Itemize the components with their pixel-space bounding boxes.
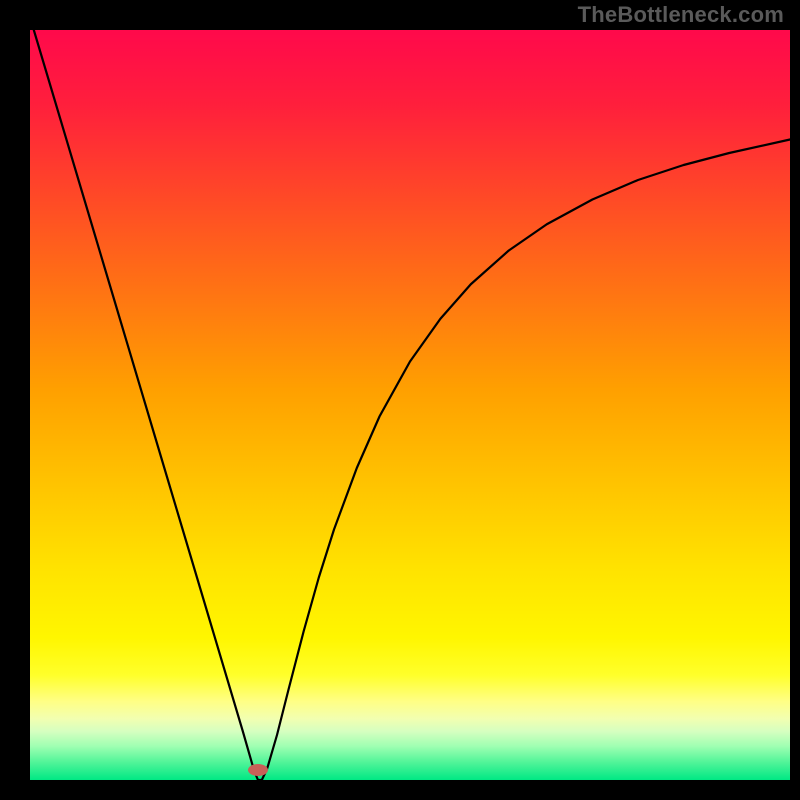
bottleneck-curve [34,30,790,780]
bottleneck-curve-plot [0,0,800,800]
chart-frame: TheBottleneck.com [0,0,800,800]
optimal-point-marker [248,764,268,776]
